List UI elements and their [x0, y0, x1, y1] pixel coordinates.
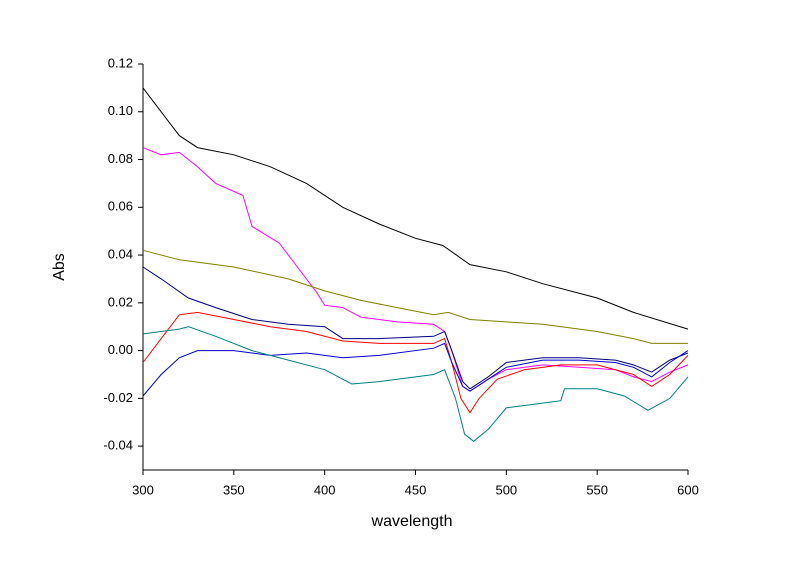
y-tick-label: -0.02 — [103, 390, 133, 405]
series-line — [142, 266, 689, 390]
series-line — [142, 147, 689, 392]
y-tick-label: -0.04 — [103, 438, 133, 453]
x-tick-label: 450 — [405, 482, 427, 497]
y-tick-label: 0.00 — [108, 342, 133, 357]
x-tick-label: 550 — [586, 482, 608, 497]
x-axis-title: wavelength — [371, 513, 453, 530]
x-tick-label: 600 — [677, 482, 699, 497]
y-tick-label: 0.08 — [108, 151, 133, 166]
series-line — [142, 342, 689, 397]
series-line — [142, 326, 689, 442]
y-tick-label: 0.04 — [108, 246, 133, 261]
y-tick-label: 0.12 — [108, 55, 133, 70]
x-tick-label: 400 — [314, 482, 336, 497]
series-line — [142, 87, 689, 330]
series-line — [142, 249, 688, 344]
y-tick-label: 0.02 — [108, 294, 133, 309]
y-tick-label: 0.06 — [108, 199, 133, 214]
x-tick-label: 500 — [495, 482, 517, 497]
y-axis-title: Abs — [51, 253, 68, 281]
series-line — [142, 311, 689, 414]
x-tick-label: 300 — [132, 482, 154, 497]
y-tick-label: 0.10 — [108, 103, 133, 118]
x-tick-label: 350 — [223, 482, 245, 497]
